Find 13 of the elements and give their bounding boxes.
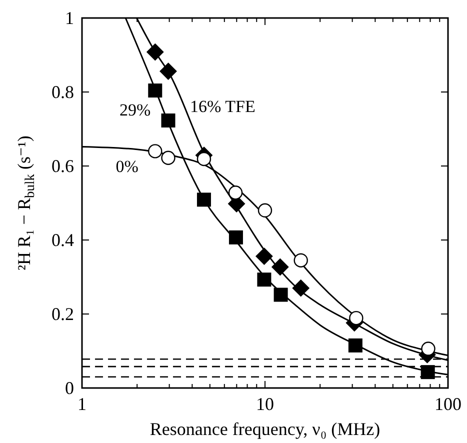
x-axis-title: Resonance frequency, ν₀ (MHz) — [150, 419, 380, 439]
y-tick-label: 0.2 — [52, 304, 74, 324]
series-label: 16% TFE — [190, 97, 256, 116]
y-tick-label: 0.4 — [52, 230, 74, 250]
series-label: 29% — [120, 100, 151, 120]
y-tick-label: 0.8 — [52, 82, 74, 102]
y-tick-label: 1 — [65, 8, 74, 28]
series-label: 0% — [116, 157, 138, 176]
y-tick-label: 0.6 — [52, 156, 74, 176]
y-tick-label: 0 — [65, 378, 74, 398]
x-tick-label: 1 — [78, 394, 86, 414]
x-tick-label: 100 — [434, 394, 462, 414]
x-tick-label: 10 — [256, 394, 274, 414]
